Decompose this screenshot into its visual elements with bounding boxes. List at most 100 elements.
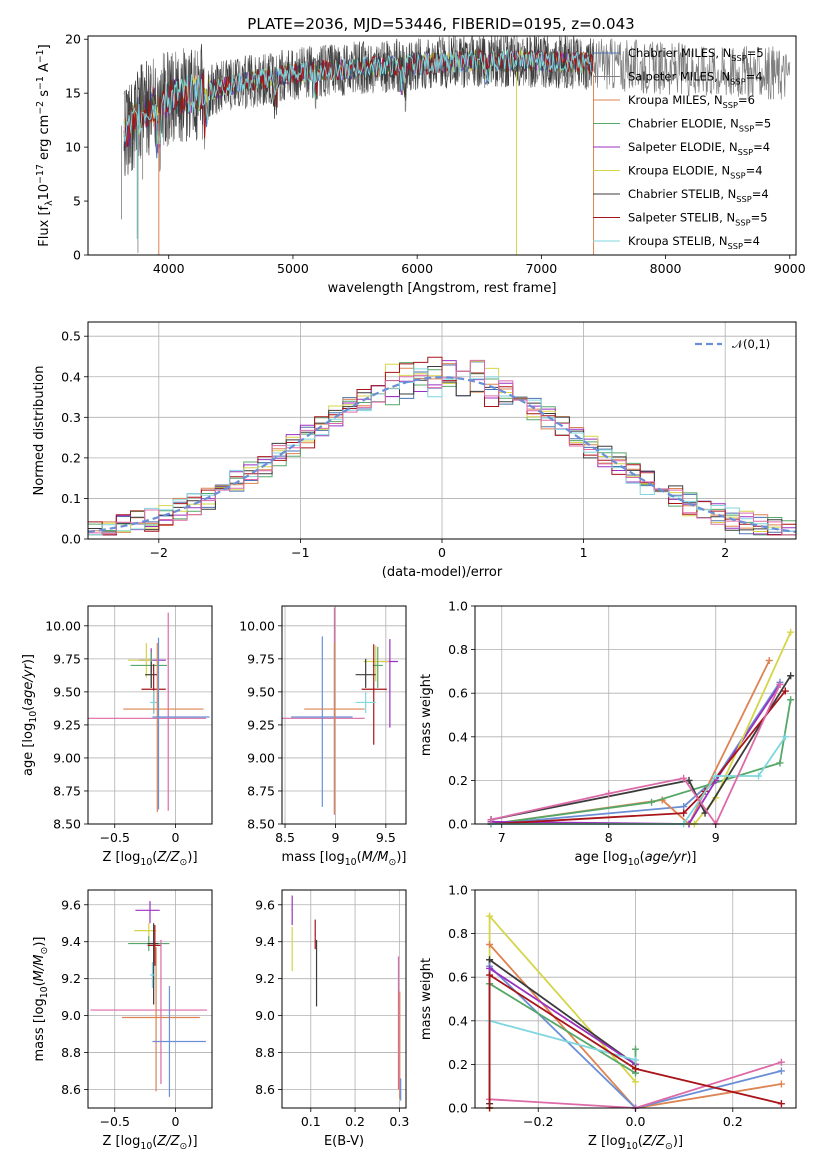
- errorbar-point: [372, 646, 383, 688]
- x-tick-label: 0.2: [723, 1114, 743, 1129]
- y-tick-label: 8.75: [247, 783, 275, 798]
- y-tick-label: 0.1: [61, 491, 81, 506]
- y-tick-label: 10.00: [45, 618, 81, 633]
- mass-weight-series: [490, 699, 792, 825]
- x-tick-label: 0: [172, 830, 180, 845]
- mass-weight-marker: [776, 680, 784, 688]
- x-tick-label: 0.2: [345, 1114, 365, 1129]
- errorbar-point: [291, 895, 293, 926]
- mass-weight-marker: [781, 733, 789, 741]
- legend-entry: Chabrier ELODIE, NSSP=5: [628, 117, 771, 134]
- x-tick-label: 0: [438, 545, 446, 560]
- y-tick-label: 20: [65, 32, 81, 47]
- mass-weight-series: [488, 973, 782, 1108]
- y-tick-label: 0.3: [61, 410, 81, 425]
- x-axis-label: Z [log10(Z/Z⊙)]: [102, 850, 197, 868]
- y-tick-label: 9.4: [61, 934, 81, 949]
- axes-mass_vs_Z: −0.5 0 8.6 8.8 9.0 9.2 9.4 9.6 Z [log10(Z/Z⊙)] ma…: [32, 889, 213, 1152]
- mass-weight-marker: [486, 971, 494, 979]
- errorbar-point: [134, 923, 157, 939]
- y-axis-label: mass weight: [419, 958, 434, 1040]
- y-tick-label: 8.8: [61, 1045, 81, 1060]
- y-tick-label: 8.6: [61, 1082, 81, 1097]
- mass-weight-marker: [680, 774, 688, 782]
- y-axis-label: Normed distribution: [32, 366, 47, 496]
- plot-area: [291, 895, 402, 1101]
- y-tick-label: 9.0: [255, 1008, 275, 1023]
- y-tick-label: 0.4: [448, 1013, 468, 1028]
- y-tick-label: 1.0: [448, 599, 468, 614]
- plot-area: [87, 356, 797, 539]
- y-tick-label: 9.2: [255, 971, 275, 986]
- mass-weight-marker: [787, 628, 795, 636]
- errorbar-point: [150, 962, 155, 988]
- mass-weight-marker: [781, 687, 789, 695]
- x-tick-label: 1: [580, 545, 588, 560]
- errorbar-point: [291, 926, 293, 972]
- y-tick-label: 5: [73, 194, 81, 209]
- errorbar-point: [355, 658, 376, 688]
- axes-mass_vs_EBV: 0.1 0.2 0.3 8.6 8.8 9.0 9.2 9.4 9.6 E(B-V): [255, 889, 409, 1149]
- y-tick-label: 0.6: [448, 686, 468, 701]
- errorbar-point: [361, 644, 387, 745]
- y-tick-label: 0.4: [448, 729, 468, 744]
- x-tick-label: 2: [721, 545, 729, 560]
- errorbar-point: [380, 639, 398, 728]
- y-tick-label: 0.2: [448, 1057, 468, 1072]
- errorbar-point: [355, 691, 376, 714]
- errorbar-point: [291, 636, 353, 807]
- mass-weight-marker: [680, 803, 688, 811]
- y-tick-label: 9.00: [247, 750, 275, 765]
- y-tick-label: 8.75: [53, 783, 81, 798]
- y-tick-label: 8.50: [247, 817, 275, 832]
- errorbar-point: [147, 925, 161, 966]
- x-tick-label: 9.5: [376, 830, 396, 845]
- mass-weight-marker: [680, 809, 688, 817]
- plot-area: [487, 628, 795, 828]
- y-tick-label: 9.4: [255, 934, 275, 949]
- errorbar-point: [150, 690, 158, 715]
- y-axis-label: mass [log10(M/M⊙)]: [32, 937, 50, 1062]
- mass-weight-marker: [632, 1056, 639, 1064]
- y-tick-label: 0.2: [448, 773, 468, 788]
- x-axis-label: (data-model)/error: [382, 565, 503, 580]
- y-axis-label: Flux [fλ10−17 erg cm−2 s−1 A−1]: [35, 44, 55, 246]
- x-tick-label: 9: [331, 830, 339, 845]
- spectrum-line: [123, 48, 592, 145]
- histogram-series: [87, 356, 796, 539]
- y-tick-label: 9.25: [53, 717, 81, 732]
- y-tick-label: 10.00: [239, 618, 275, 633]
- errorbar-point: [304, 642, 365, 814]
- axes-frame: [281, 889, 407, 1109]
- x-tick-label: 8.5: [275, 830, 295, 845]
- x-tick-label: −0.2: [523, 1114, 553, 1129]
- axes-frame: [87, 605, 213, 825]
- errorbar-point: [363, 645, 389, 682]
- legend-entry: Salpeter ELODIE, NSSP=4: [628, 140, 770, 157]
- x-tick-label: 8: [605, 830, 613, 845]
- axes-frame: [474, 889, 797, 1109]
- legend-spectrum: Chabrier MILES, NSSP=5 Salpeter MILES, NS…: [593, 46, 771, 251]
- y-tick-label: 9.6: [255, 897, 275, 912]
- errorbar-point: [152, 986, 206, 1097]
- x-axis-label: E(B-V): [324, 1134, 364, 1149]
- errorbar-point: [399, 991, 401, 1099]
- mass-weight-series: [490, 675, 792, 821]
- y-tick-label: 0.0: [61, 532, 81, 547]
- axes-frame: [87, 321, 797, 540]
- y-tick-label: 9.25: [247, 717, 275, 732]
- histogram-series: [87, 359, 796, 539]
- y-tick-label: 8.6: [255, 1082, 275, 1097]
- mass-weight-series: [491, 690, 787, 825]
- plot-area: [282, 607, 398, 815]
- errorbar-point: [282, 607, 365, 815]
- y-tick-label: 9.00: [53, 750, 81, 765]
- errorbar-point: [397, 956, 400, 1090]
- x-tick-label: 9000: [774, 261, 806, 276]
- y-tick-label: 0.8: [448, 926, 468, 941]
- x-tick-label: 7000: [525, 261, 557, 276]
- legend-entry: 𝒩(0,1): [732, 337, 770, 351]
- y-tick-label: 0.5: [61, 329, 81, 344]
- x-tick-label: −1: [291, 545, 309, 560]
- normal-reference-curve: [87, 376, 797, 533]
